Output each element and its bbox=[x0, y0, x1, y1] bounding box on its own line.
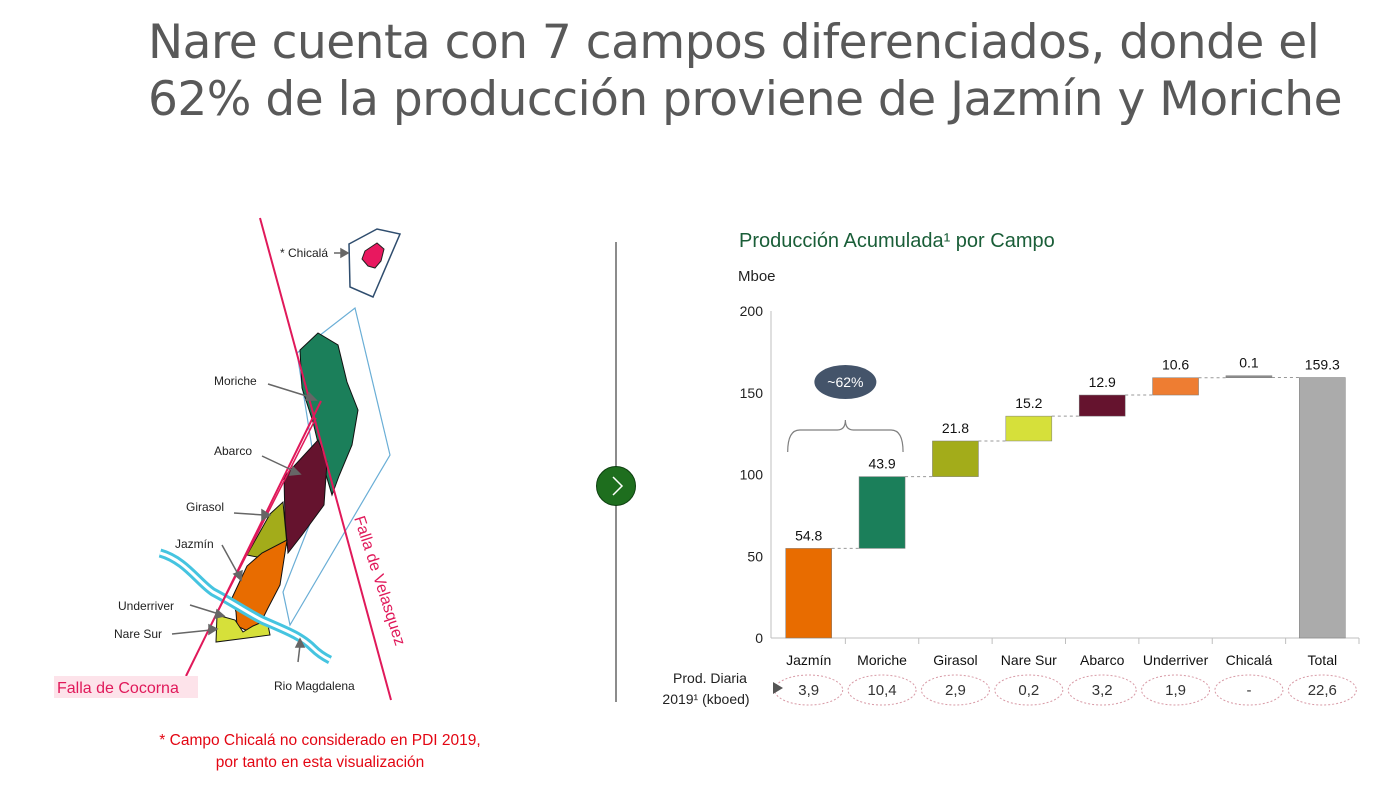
abarco-label: Abarco bbox=[214, 444, 252, 458]
bar-6 bbox=[1225, 375, 1273, 378]
chicala-label: * Chicalá bbox=[280, 246, 328, 260]
daily-production-bubble-2 bbox=[920, 674, 990, 706]
daily-production-value-2: 2,9 bbox=[945, 682, 966, 699]
data-label-0: 54.8 bbox=[795, 527, 822, 543]
daily-production-label-line-1: Prod. Diaria bbox=[673, 670, 747, 686]
play-arrow-icon bbox=[773, 682, 783, 694]
map-arrows bbox=[171, 247, 350, 663]
falla-velasquez-line bbox=[259, 217, 392, 701]
footnote-line-1: * Campo Chicalá no considerado en PDI 20… bbox=[159, 732, 481, 749]
data-label-1: 43.9 bbox=[868, 456, 895, 472]
falla-cocorna-label: Falla de Cocorna bbox=[57, 680, 179, 697]
footnote-line-2: por tanto en esta visualización bbox=[215, 754, 425, 771]
annotation-brace bbox=[787, 419, 904, 453]
chart-plot-area: 0 50 100 150 200 54.8 Jazmín 3,9 43.9 Moriche 10,4… bbox=[740, 303, 1360, 706]
daily-production-bubble-3 bbox=[994, 674, 1064, 706]
daily-production-value-7: 22,6 bbox=[1308, 682, 1337, 699]
daily-production-value-0: 3,9 bbox=[798, 682, 819, 699]
bar-7 bbox=[1299, 377, 1346, 639]
girasol-label: Girasol bbox=[186, 500, 224, 514]
bar-4 bbox=[1078, 394, 1126, 417]
daily-production-value-3: 0,2 bbox=[1018, 682, 1039, 699]
data-label-3: 15.2 bbox=[1015, 395, 1042, 411]
bar-5 bbox=[1152, 377, 1199, 396]
daily-production-value-6: - bbox=[1246, 682, 1251, 699]
category-label-6: Chicalá bbox=[1226, 652, 1273, 668]
field-map: * Chicalá Moriche Abarco Girasol Jazmín … bbox=[54, 217, 408, 701]
daily-production-value-4: 3,2 bbox=[1092, 682, 1113, 699]
daily-production-bubble-6 bbox=[1214, 674, 1284, 706]
annotation-label: ~62% bbox=[827, 374, 863, 390]
y-axis-label: Mboe bbox=[738, 268, 776, 285]
category-label-7: Total bbox=[1308, 652, 1338, 668]
daily-production-value-5: 1,9 bbox=[1165, 682, 1186, 699]
page-title: Nare cuenta con 7 campos diferenciados, … bbox=[148, 15, 1343, 127]
falla-cocorna-label-bg bbox=[54, 676, 198, 698]
daily-production-bubble-7 bbox=[1287, 674, 1357, 706]
y-tick-label: 200 bbox=[740, 303, 764, 319]
daily-production-bubble-0 bbox=[774, 674, 844, 706]
chevron-right-icon bbox=[612, 476, 624, 496]
category-label-5: Underriver bbox=[1143, 652, 1209, 668]
daily-production-bubble-1 bbox=[847, 674, 917, 706]
y-tick-label: 0 bbox=[755, 630, 763, 646]
bar-0 bbox=[785, 548, 832, 639]
bar-3 bbox=[1005, 415, 1053, 442]
category-label-0: Jazmín bbox=[786, 652, 831, 668]
y-tick-label: 50 bbox=[747, 548, 763, 564]
daily-production-label-line-2: 2019¹ (kboed) bbox=[662, 691, 749, 707]
y-tick-label: 150 bbox=[740, 385, 764, 401]
category-label-2: Girasol bbox=[933, 652, 977, 668]
data-label-4: 12.9 bbox=[1089, 374, 1116, 390]
moriche-field bbox=[299, 332, 359, 497]
chicala-block bbox=[348, 228, 402, 298]
falla-cocorna-line-2 bbox=[205, 417, 317, 636]
y-tick-label: 100 bbox=[740, 467, 764, 483]
annotation-bubble bbox=[814, 365, 877, 399]
river-center-line bbox=[159, 551, 331, 662]
chicala-field bbox=[361, 242, 385, 269]
bar-2 bbox=[932, 440, 979, 477]
data-label-7: 159.3 bbox=[1305, 357, 1340, 373]
daily-production-bubble-4 bbox=[1067, 674, 1137, 706]
moriche-label: Moriche bbox=[214, 374, 257, 388]
underriver-label: Underriver bbox=[118, 599, 174, 613]
category-label-4: Abarco bbox=[1080, 652, 1125, 668]
daily-production-value-1: 10,4 bbox=[867, 682, 896, 699]
jazmin-label: Jazmín bbox=[175, 537, 214, 551]
next-button[interactable] bbox=[596, 466, 636, 506]
data-label-5: 10.6 bbox=[1162, 357, 1189, 373]
nare-sur-label: Nare Sur bbox=[114, 627, 162, 641]
rio-magdalena-label: Rio Magdalena bbox=[274, 679, 355, 693]
daily-production-bubble-5 bbox=[1141, 674, 1211, 706]
category-label-3: Nare Sur bbox=[1001, 652, 1057, 668]
data-label-2: 21.8 bbox=[942, 420, 969, 436]
chart-title: Producción Acumulada¹ por Campo bbox=[739, 230, 1055, 252]
bar-1 bbox=[858, 476, 906, 549]
category-label-1: Moriche bbox=[857, 652, 907, 668]
footnote: * Campo Chicalá no considerado en PDI 20… bbox=[120, 730, 520, 774]
data-label-6: 0.1 bbox=[1239, 355, 1259, 371]
waterfall-chart: Producción Acumulada¹ por Campo Mboe 0 50… bbox=[662, 230, 1360, 707]
